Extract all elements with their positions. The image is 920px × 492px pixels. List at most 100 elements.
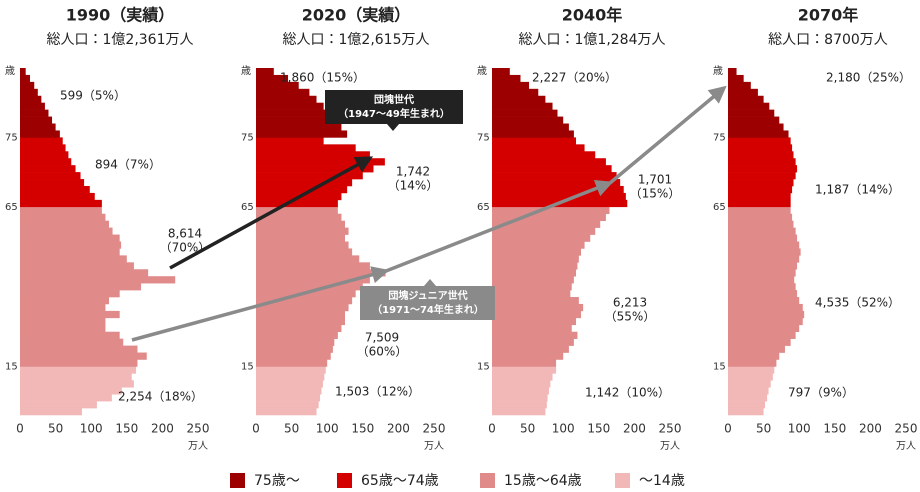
x-unit: 万人 [660, 441, 680, 452]
bar [492, 116, 564, 124]
x-unit: 万人 [424, 441, 444, 452]
bar [256, 255, 360, 263]
bar [728, 220, 794, 228]
x-tick-label: 50 [284, 422, 299, 436]
chart-title: 2070年 [798, 6, 859, 25]
chart-subtitle: 総人口：1億2,615万人 [283, 32, 430, 48]
y-unit: 歳 [241, 65, 251, 77]
bar [728, 81, 751, 90]
bar [728, 199, 791, 208]
callout [360, 279, 495, 320]
bar [256, 102, 324, 110]
bar [728, 366, 775, 374]
bar [492, 179, 621, 187]
bar [256, 262, 370, 270]
arrow [608, 85, 727, 185]
y-tick-label: 65 [5, 202, 18, 213]
overlay [131, 85, 727, 342]
bar [492, 220, 601, 228]
bar [256, 324, 342, 333]
bar [20, 338, 124, 346]
bar [20, 394, 112, 402]
bar [20, 255, 127, 263]
y-unit: 歳 [477, 65, 487, 77]
bar [20, 290, 120, 298]
bar [728, 185, 793, 194]
y-tick-label: 65 [241, 202, 254, 213]
y-tick-label: 15 [713, 361, 726, 372]
bar [20, 366, 137, 374]
data-label: （55%） [605, 310, 656, 324]
bar [492, 303, 584, 312]
x-tick-label: 0 [488, 422, 496, 436]
bar [20, 102, 45, 110]
bar [492, 380, 551, 388]
bar [20, 310, 120, 319]
data-label: 2,254（18%） [118, 390, 203, 404]
x-tick-label: 150 [587, 422, 610, 436]
bar [728, 324, 800, 333]
bar [492, 317, 577, 326]
x-tick-label: 250 [423, 422, 446, 436]
bar [492, 158, 606, 166]
bar [492, 387, 549, 395]
bar [728, 109, 775, 117]
bar [256, 220, 345, 228]
bar [256, 352, 331, 360]
bar [492, 165, 612, 173]
bar [728, 206, 791, 215]
bar [256, 269, 386, 277]
x-unit: 万人 [188, 441, 208, 452]
bar [492, 144, 585, 152]
bar [256, 331, 338, 339]
bar [492, 172, 617, 180]
plots [20, 68, 805, 416]
bar [256, 338, 335, 346]
bar [492, 324, 572, 333]
bar [256, 373, 325, 381]
bar [20, 324, 106, 333]
y-tick-label: 15 [241, 361, 254, 372]
bar [492, 95, 546, 103]
y-tick-label: 75 [477, 132, 490, 143]
annotation-text: 団塊ジュニア世代 [388, 289, 467, 302]
data-label: （60%） [357, 345, 408, 359]
bar [728, 137, 791, 145]
bar [492, 123, 569, 131]
bar [20, 123, 56, 131]
bar [728, 297, 800, 305]
bar [20, 276, 176, 284]
x-tick-label: 50 [520, 422, 535, 436]
bar [256, 345, 333, 353]
bar [256, 137, 324, 145]
arrow [385, 179, 614, 273]
bar [20, 68, 26, 76]
y-unit: 歳 [713, 65, 723, 77]
bar [492, 283, 572, 291]
bar [256, 130, 348, 138]
bar [492, 241, 585, 249]
bar [728, 338, 791, 346]
bar [20, 303, 106, 312]
data-label: 1,187（14%） [815, 183, 900, 197]
bar [20, 220, 109, 228]
bar [728, 345, 785, 353]
bar [492, 352, 564, 360]
bar [728, 165, 798, 173]
x-tick-label: 50 [756, 422, 771, 436]
bar [256, 109, 331, 117]
bar [256, 248, 353, 256]
bar [256, 95, 317, 103]
bar [728, 102, 770, 110]
data-label: 8,614 [168, 227, 202, 241]
bar [20, 158, 72, 166]
data-label: 1,142（10%） [585, 386, 670, 400]
bar [728, 123, 784, 131]
bar [20, 165, 76, 173]
bar [20, 179, 85, 187]
bar [492, 255, 579, 263]
bar [20, 262, 134, 270]
bar [492, 151, 596, 159]
legend-swatch [615, 473, 630, 488]
